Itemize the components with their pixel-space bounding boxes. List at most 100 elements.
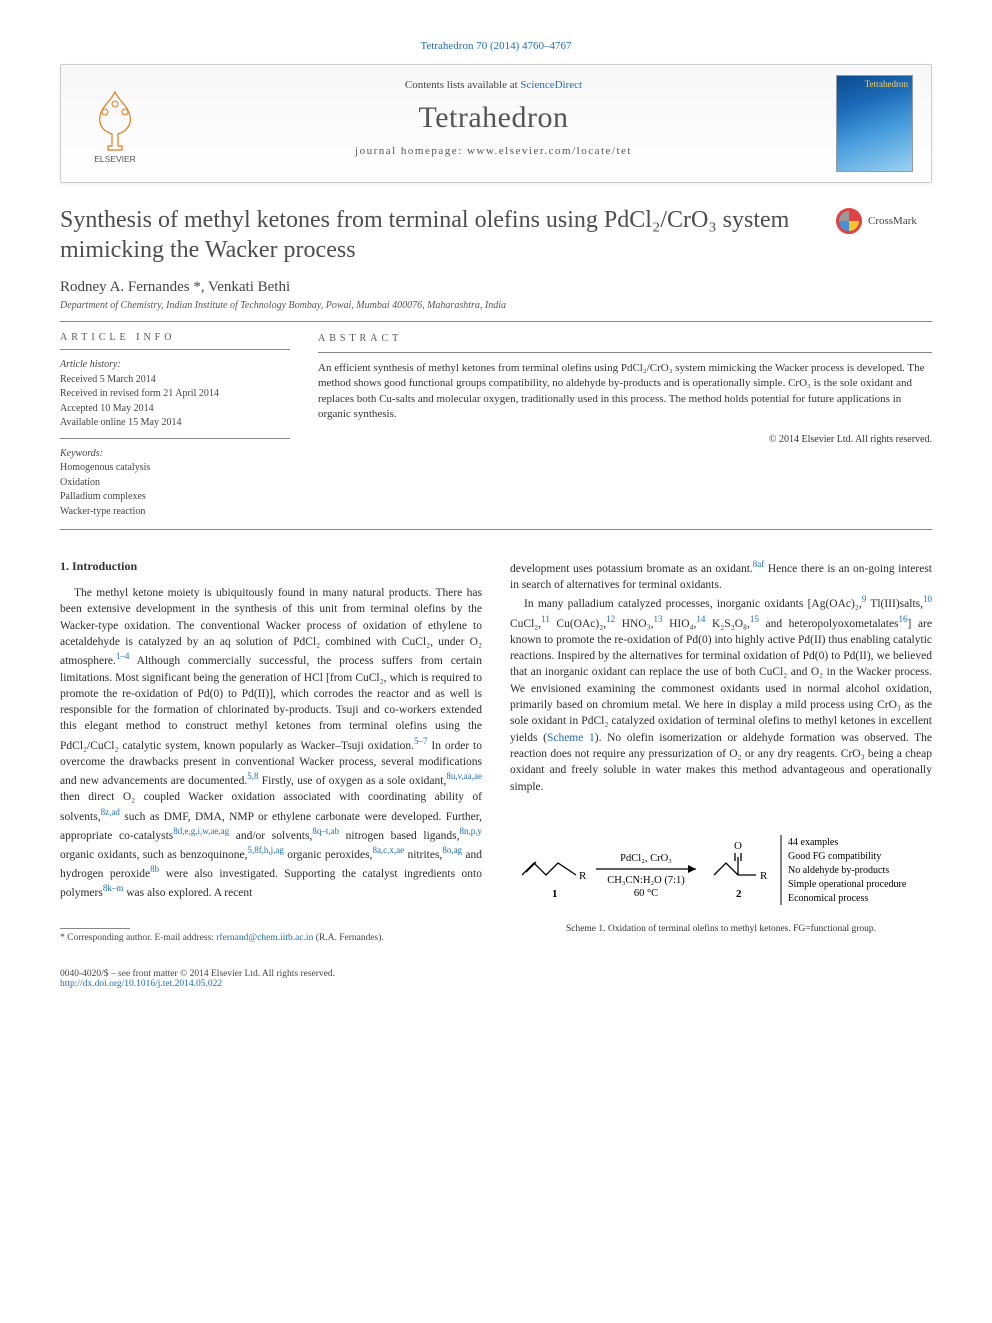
text-run: In many palladium catalyzed processes, i… — [524, 598, 862, 610]
publisher-logo[interactable]: ELSEVIER — [75, 75, 155, 172]
keyword: Palladium complexes — [60, 490, 290, 504]
ref-link[interactable]: 8u,v,aa,ae — [446, 771, 482, 781]
publisher-name: ELSEVIER — [94, 154, 136, 164]
text-run: organic peroxides, — [284, 849, 373, 861]
history-revised: Received in revised form 21 April 2014 — [60, 387, 290, 401]
keyword: Wacker-type reaction — [60, 505, 290, 519]
right-paragraph-2: In many palladium catalyzed processes, i… — [510, 593, 932, 795]
abstract-text: An efficient synthesis of methyl ketones… — [318, 361, 932, 423]
keywords-label: Keywords: — [60, 447, 290, 461]
text-run: organic oxidants, such as benzoquinone, — [60, 849, 247, 861]
text-run: nitrites, — [404, 849, 442, 861]
ref-link[interactable]: 8n,p,y — [460, 826, 483, 836]
history-accepted: Accepted 10 May 2014 — [60, 402, 290, 416]
scheme-r-right: R — [760, 870, 768, 882]
contents-line: Contents lists available at ScienceDirec… — [155, 79, 832, 91]
homepage-prefix: journal homepage: — [355, 145, 467, 157]
cover-label: Tetrahedron — [865, 79, 908, 89]
scheme-note: No aldehyde by-products — [788, 865, 889, 876]
ref-link[interactable]: 5,8f,h,j,ag — [247, 845, 284, 855]
journal-homepage: journal homepage: www.elsevier.com/locat… — [155, 145, 832, 157]
doi-link[interactable]: http://dx.doi.org/10.1016/j.tet.2014.05.… — [60, 979, 222, 989]
history-received: Received 5 March 2014 — [60, 373, 290, 387]
scheme-label-2: 2 — [736, 888, 742, 900]
authors-text: Rodney A. Fernandes *, Venkati Bethi — [60, 279, 290, 295]
scheme-r-left: R — [579, 870, 587, 882]
homepage-url[interactable]: www.elsevier.com/locate/tet — [467, 145, 632, 157]
footnote-suffix: (R.A. Fernandes). — [313, 933, 383, 943]
ref-link[interactable]: 16 — [899, 614, 908, 624]
scheme-o-label: O — [734, 840, 742, 852]
crossmark-label: CrossMark — [868, 215, 917, 227]
top-citation-link[interactable]: Tetrahedron 70 (2014) 4760–4767 — [60, 40, 932, 52]
article-title: Synthesis of methyl ketones from termina… — [60, 205, 824, 265]
scheme-1-svg: R 1 PdCl₂, CrO₃ CH₃CN:H₂O (7:1) 60 °C O … — [516, 817, 926, 917]
scheme-note: Economical process — [788, 893, 868, 904]
text-run: K₂S₂O₈, — [705, 617, 750, 629]
ref-link[interactable]: 8d,e,g,i,w,ae,ag — [173, 826, 229, 836]
abstract-copyright: © 2014 Elsevier Ltd. All rights reserved… — [318, 433, 932, 447]
ref-link[interactable]: 13 — [654, 614, 663, 624]
ref-link[interactable]: 8b — [150, 864, 159, 874]
text-run: ] are known to promote the re-oxidation … — [510, 617, 932, 743]
sciencedirect-link[interactable]: ScienceDirect — [520, 79, 582, 91]
ref-link[interactable]: 15 — [750, 614, 759, 624]
abstract-heading: ABSTRACT — [318, 332, 932, 346]
article-info-heading: ARTICLE INFO — [60, 332, 290, 343]
crossmark-badge[interactable]: CrossMark — [836, 205, 932, 237]
text-run: Firstly, use of oxygen as a sole oxidant… — [258, 775, 446, 787]
text-run: nitrogen based ligands, — [339, 830, 459, 842]
keyword: Homogenous catalysis — [60, 461, 290, 475]
scheme-reagents-bot: CH₃CN:H₂O (7:1) — [607, 875, 685, 886]
ref-link[interactable]: 8k–m — [103, 883, 124, 893]
keyword: Oxidation — [60, 476, 290, 490]
ref-link[interactable]: 1–4 — [116, 651, 130, 661]
body-col-left: 1. Introduction The methyl ketone moiety… — [60, 558, 482, 945]
ref-link[interactable]: 12 — [606, 614, 615, 624]
footnote-prefix: * Corresponding author. E-mail address: — [60, 933, 216, 943]
right-paragraph-1: development uses potassium bromate as an… — [510, 558, 932, 593]
ref-link[interactable]: 8a,c,x,ae — [372, 845, 404, 855]
scheme-caption: Scheme 1. Oxidation of terminal olefins … — [510, 923, 932, 936]
journal-cover-thumb[interactable]: Tetrahedron — [832, 75, 917, 172]
text-run: Cu(OAc)₂, — [550, 617, 606, 629]
scheme-label-1: 1 — [552, 888, 558, 900]
text-run: CuCl₂, — [510, 617, 541, 629]
corresponding-author-footnote: * Corresponding author. E-mail address: … — [60, 932, 482, 945]
intro-paragraph: The methyl ketone moiety is ubiquitously… — [60, 585, 482, 902]
text-run: development uses potassium bromate as an… — [510, 563, 753, 575]
contents-prefix: Contents lists available at — [405, 79, 520, 91]
front-matter-block: 0040-4020/$ – see front matter © 2014 El… — [60, 969, 932, 989]
history-label: Article history: — [60, 358, 290, 372]
authors-line: Rodney A. Fernandes *, Venkati Bethi — [60, 279, 932, 296]
scheme-note: Simple operational procedure — [788, 879, 907, 890]
ref-link[interactable]: 5,8 — [247, 771, 258, 781]
ref-link[interactable]: 8o,ag — [442, 845, 462, 855]
rule-after-abstract — [60, 529, 932, 530]
intro-heading: 1. Introduction — [60, 558, 482, 575]
text-run: HNO₃, — [615, 617, 653, 629]
text-run: and heteropolyoxometalates — [759, 617, 899, 629]
text-run: and/or solvents, — [229, 830, 312, 842]
issn-line: 0040-4020/$ – see front matter © 2014 El… — [60, 969, 932, 979]
ref-link[interactable]: 10 — [923, 594, 932, 604]
article-info-col: ARTICLE INFO Article history: Received 5… — [60, 332, 290, 519]
elsevier-tree-icon: ELSEVIER — [80, 84, 150, 164]
text-run: was also explored. A recent — [123, 887, 252, 899]
scheme-note: Good FG compatibility — [788, 851, 881, 862]
ref-link[interactable]: 8af — [753, 559, 765, 569]
footnote-rule — [60, 928, 130, 929]
ref-link[interactable]: 8q–t,ab — [312, 826, 339, 836]
footnote-email[interactable]: rfernand@chem.iitb.ac.in — [216, 933, 313, 943]
scheme-1: R 1 PdCl₂, CrO₃ CH₃CN:H₂O (7:1) 60 °C O … — [510, 817, 932, 936]
abstract-col: ABSTRACT An efficient synthesis of methy… — [318, 332, 932, 519]
journal-title: Tetrahedron — [155, 101, 832, 135]
scheme-reagents-top: PdCl₂, CrO₃ — [620, 853, 672, 864]
affiliation: Department of Chemistry, Indian Institut… — [60, 300, 932, 311]
ref-link[interactable]: 8z,ad — [101, 807, 120, 817]
scheme-link[interactable]: Scheme 1 — [547, 732, 595, 744]
ref-link[interactable]: 11 — [541, 614, 550, 624]
text-run: HIO₄, — [663, 617, 697, 629]
scheme-note: 44 examples — [788, 837, 838, 848]
ref-link[interactable]: 5–7 — [414, 736, 428, 746]
